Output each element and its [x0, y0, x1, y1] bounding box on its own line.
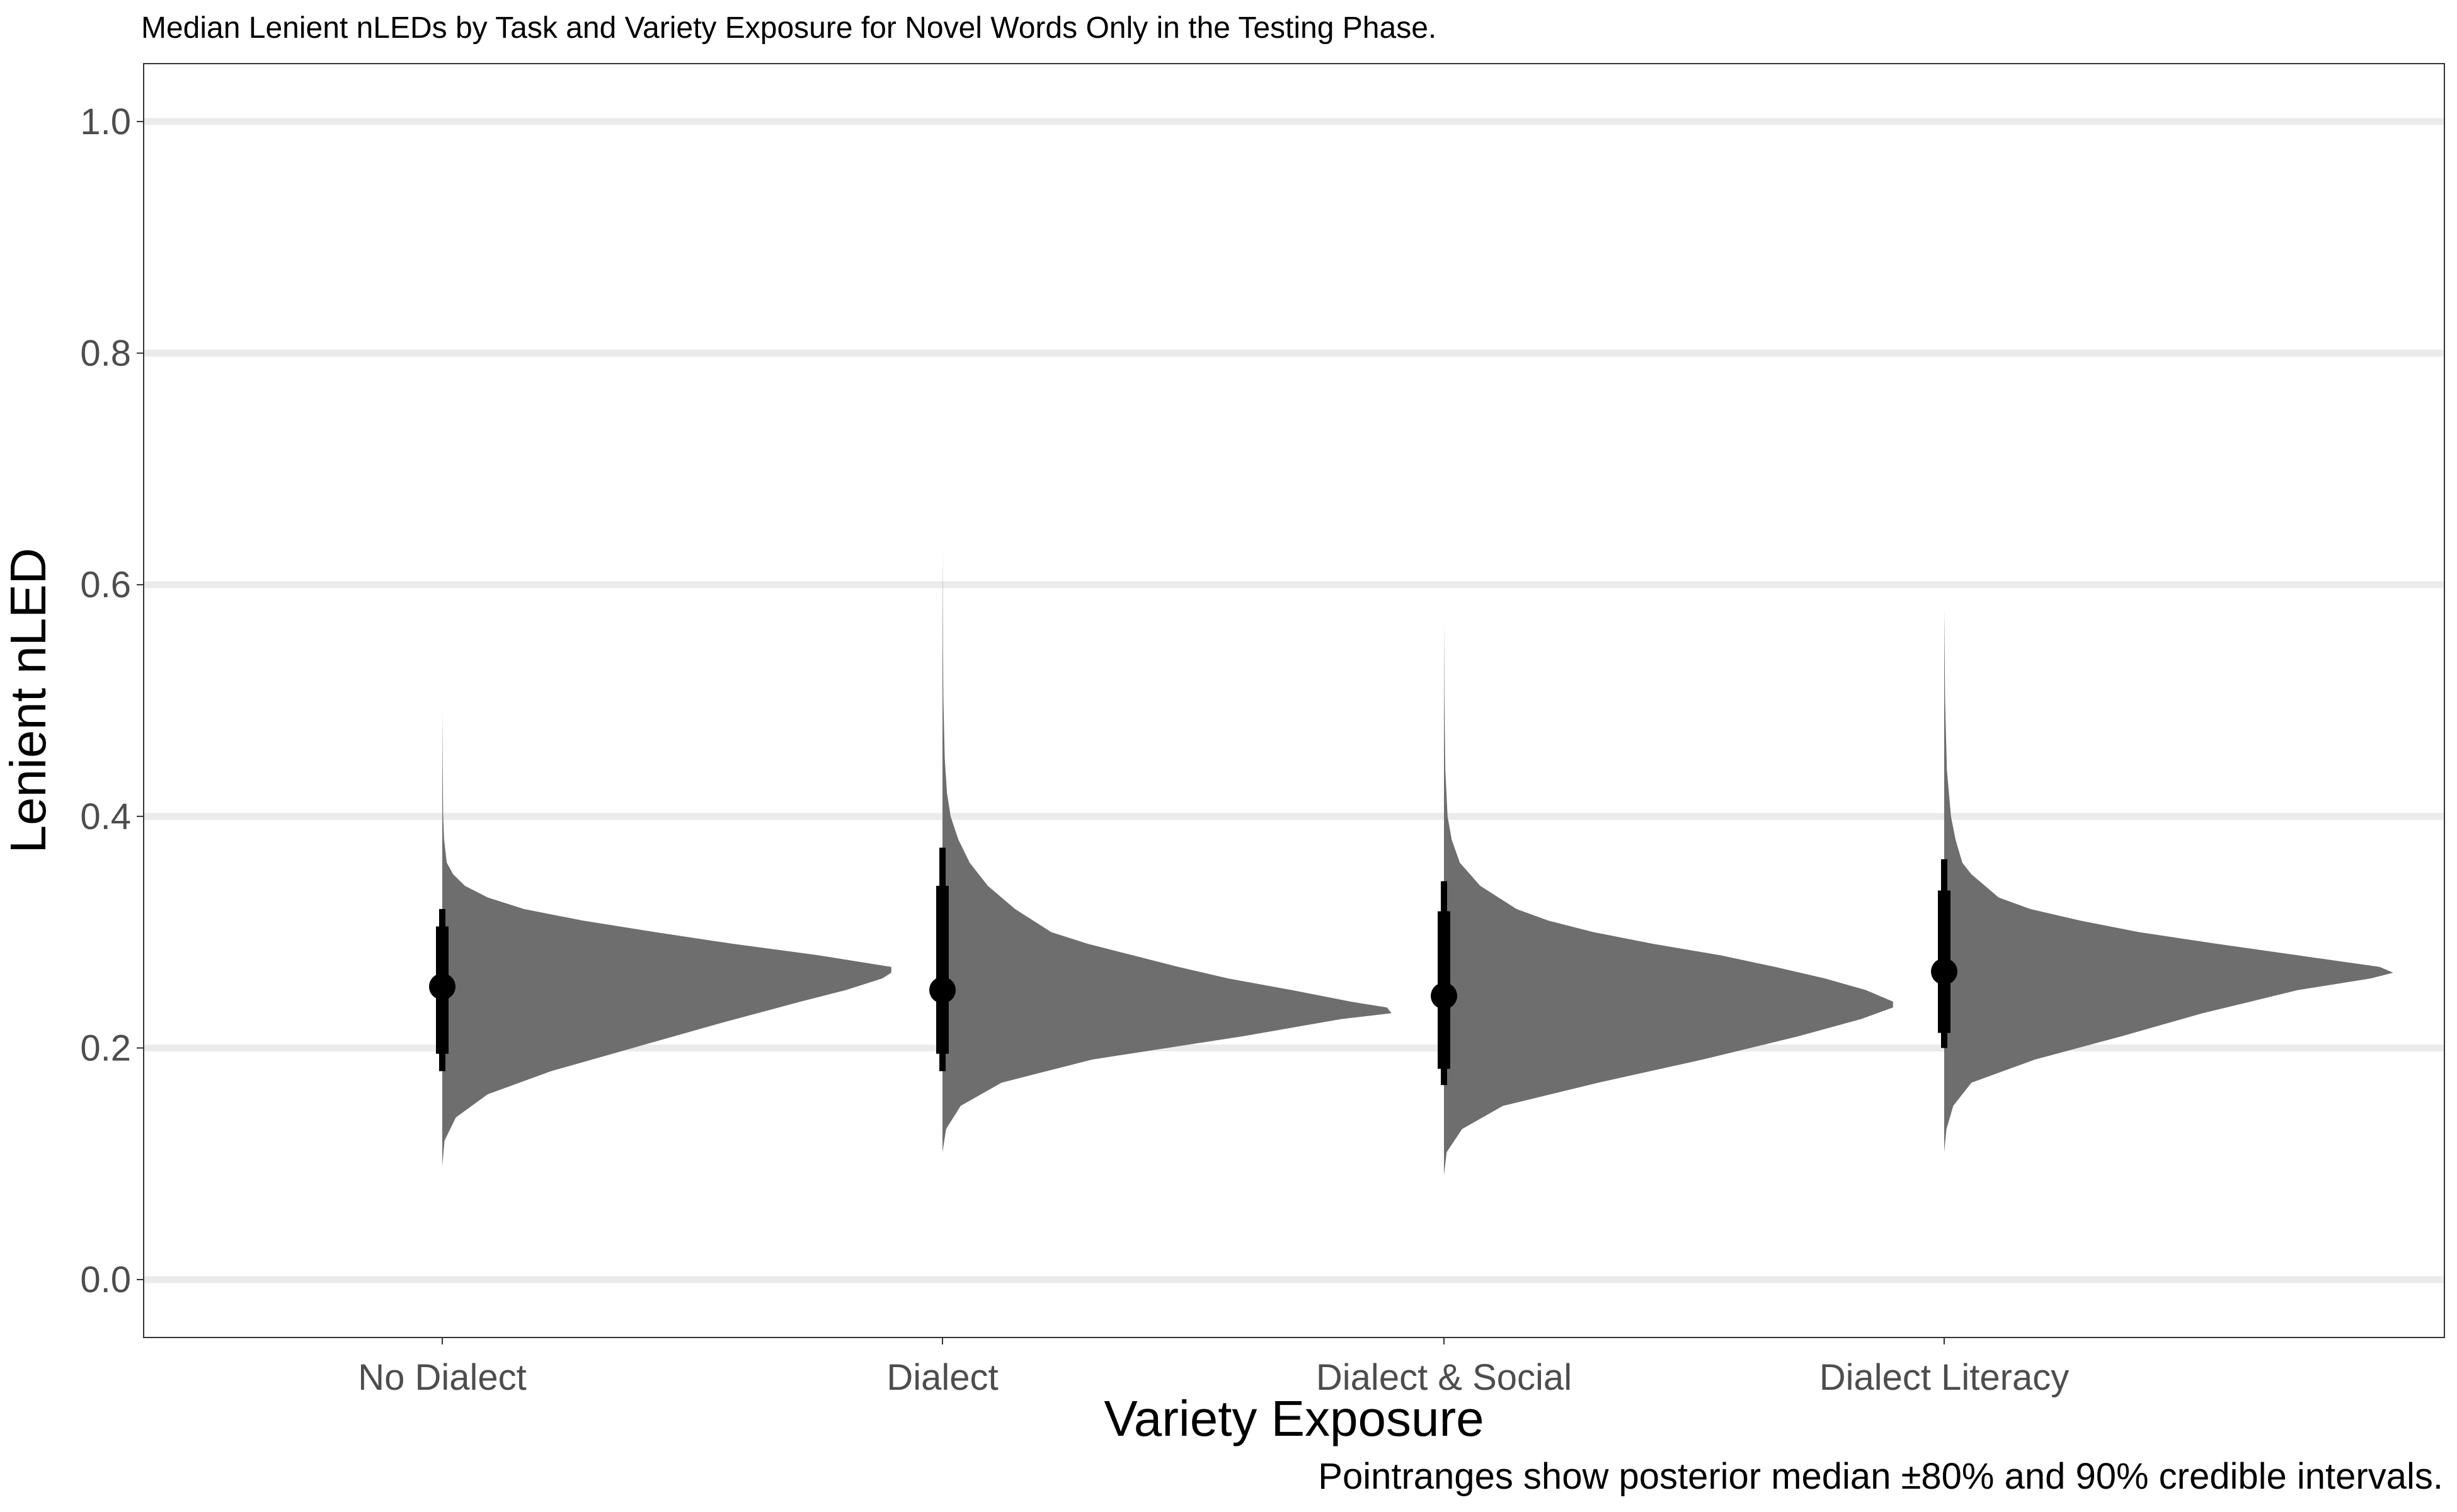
y-tick-label: 0.2: [80, 1028, 131, 1068]
median-point: [429, 973, 455, 1000]
interval-layer: [429, 847, 1957, 1085]
x-axis-ticks: No Dialect Dialect Dialect & Social Dialect…: [358, 1337, 2069, 1398]
y-tick-label: 0.0: [80, 1259, 131, 1300]
y-tick-label: 0.4: [80, 796, 131, 837]
median-point: [929, 976, 956, 1004]
density-slab: [1944, 607, 2393, 1152]
x-axis-title: Variety Exposure: [1104, 1390, 1484, 1446]
median-point: [1431, 982, 1457, 1009]
chart-caption: Pointranges show posterior median ±80% a…: [1318, 1456, 2443, 1497]
x-tick-label: No Dialect: [358, 1357, 527, 1398]
density-layer: [442, 550, 2393, 1176]
panel-border: [143, 63, 2445, 1338]
density-slab: [942, 550, 1392, 1152]
grid-layer: [144, 118, 2444, 1283]
y-tick-label: 0.8: [80, 333, 131, 374]
y-tick-label: 1.0: [80, 101, 131, 142]
y-axis-title: Lenient nLED: [0, 548, 56, 854]
density-slab: [1444, 619, 1893, 1176]
density-slab: [442, 712, 891, 1166]
median-point: [1931, 958, 1957, 985]
y-axis-ticks: 0.0 0.2 0.4 0.6 0.8 1.0: [80, 101, 144, 1300]
x-tick-label: Dialect: [886, 1357, 998, 1398]
y-tick-label: 0.6: [80, 564, 131, 605]
x-tick-label: Dialect & Social: [1316, 1357, 1572, 1398]
chart-title: Median Lenient nLEDs by Task and Variety…: [141, 11, 1436, 45]
x-tick-label: Dialect Literacy: [1819, 1357, 2069, 1398]
